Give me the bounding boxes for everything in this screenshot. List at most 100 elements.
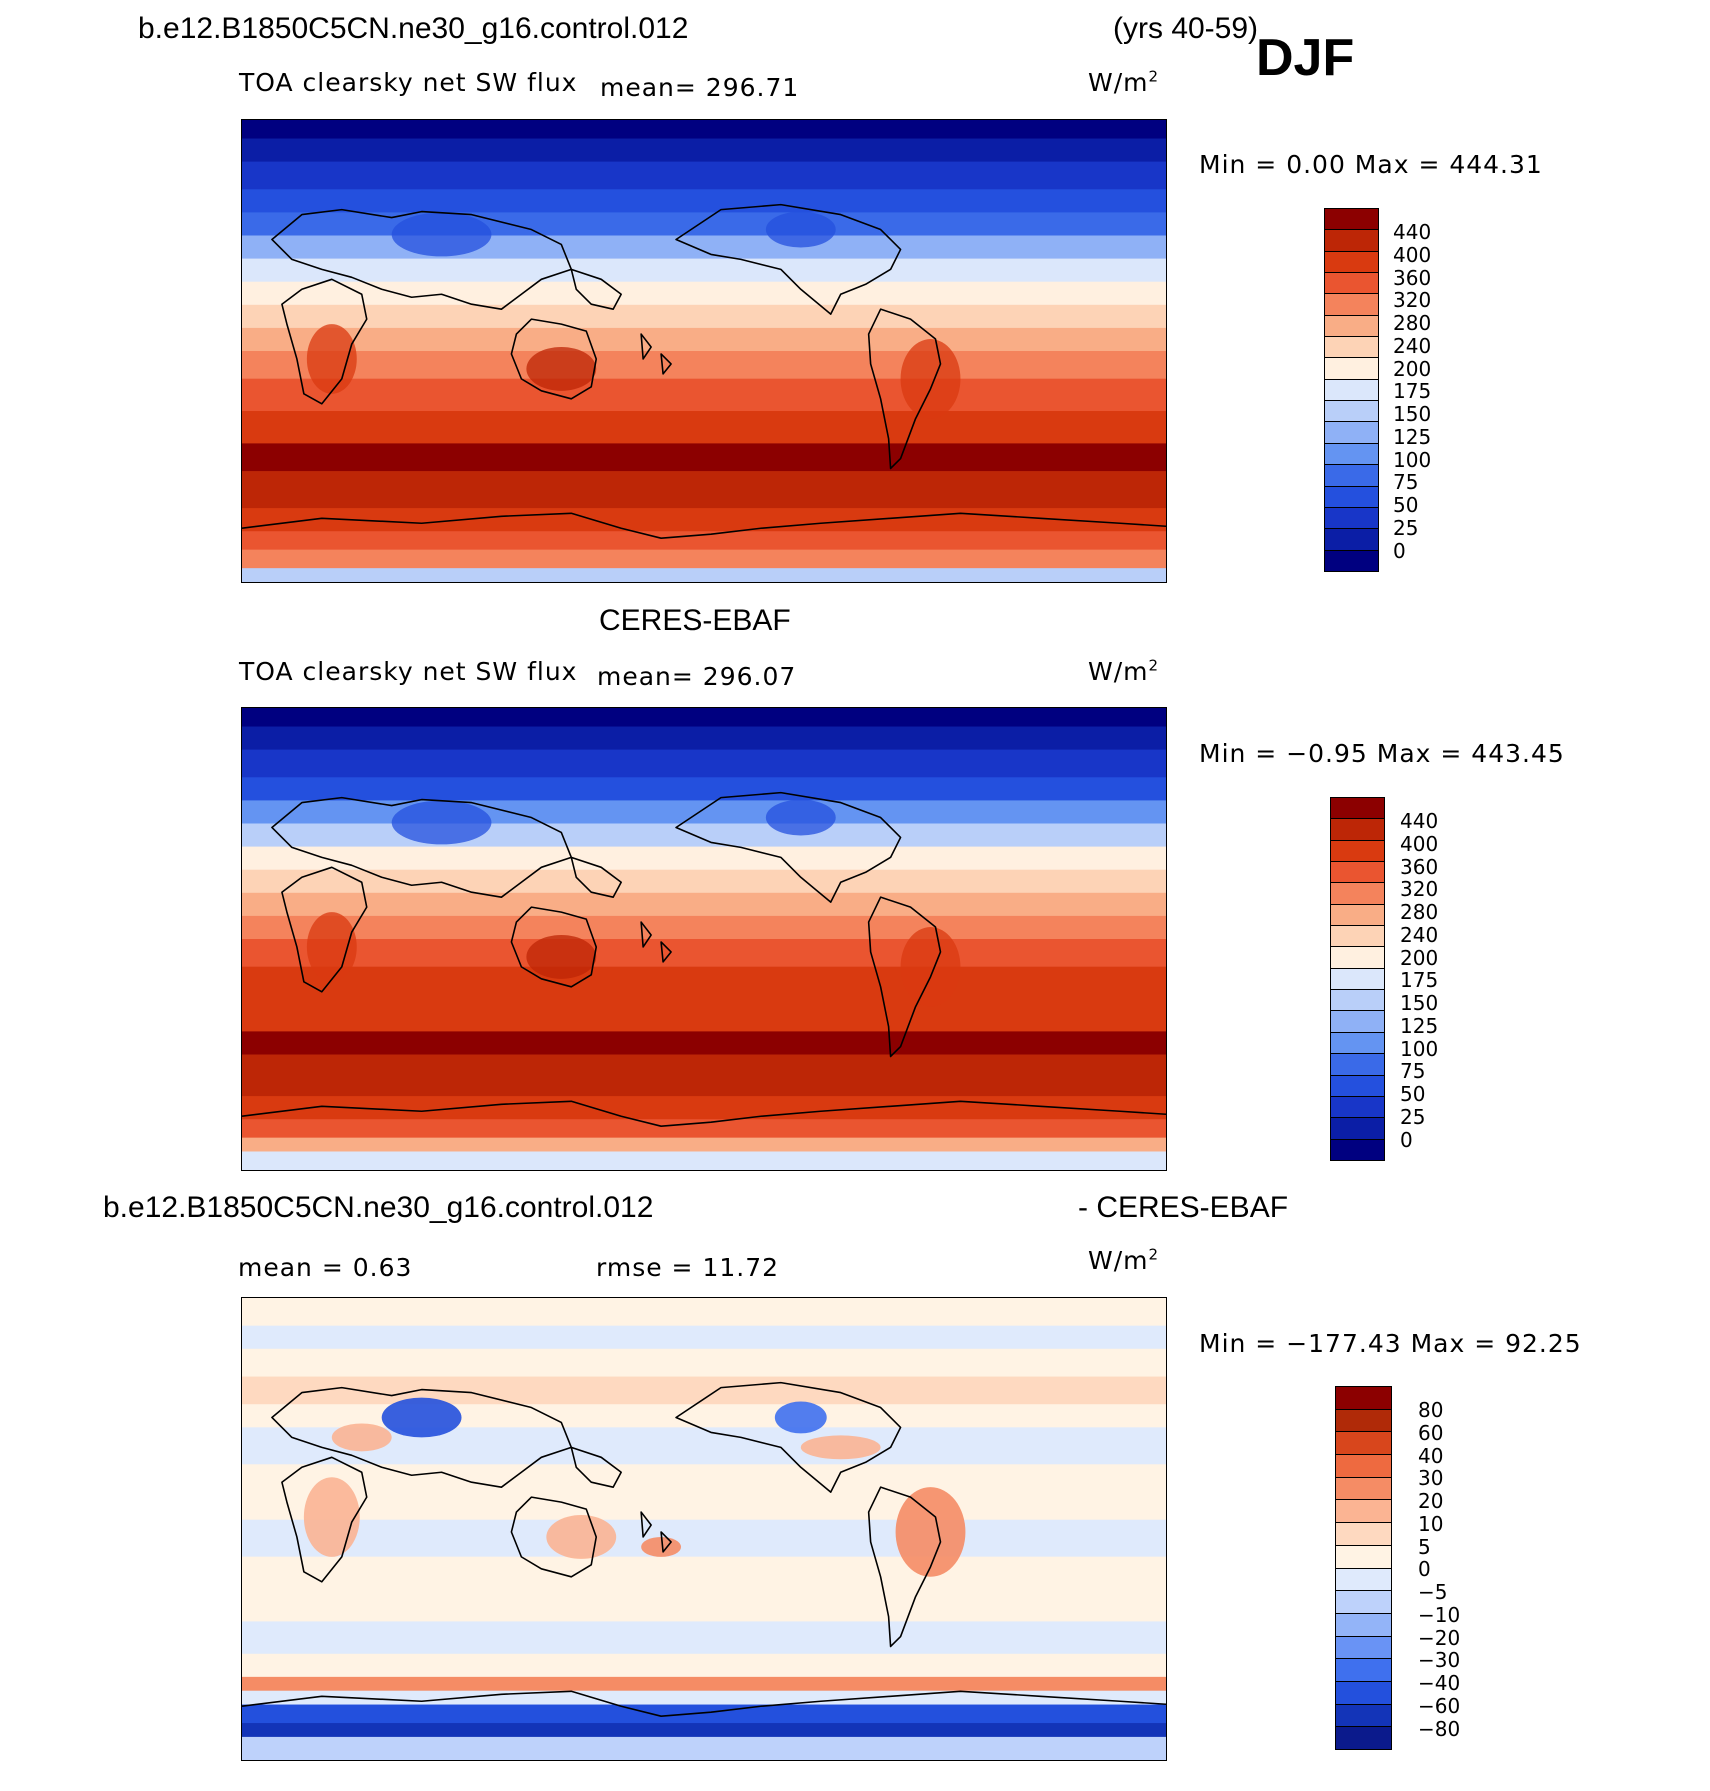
colorbar-segment [1336, 1454, 1391, 1477]
anomaly-patch [381, 1397, 462, 1438]
panel1-minmax: Min = 0.00 Max = 444.31 [1199, 150, 1543, 179]
anomaly-patch [895, 1487, 966, 1577]
panel1-map-svg [242, 120, 1166, 582]
panel2-units: W/m2 [1088, 656, 1160, 686]
coastline [510, 1496, 598, 1578]
colorbar-tick-label: −20 [1418, 1625, 1461, 1650]
latitude-band [242, 1348, 1166, 1378]
latitude-band [242, 1690, 1166, 1706]
latitude-band [242, 120, 1166, 140]
land-patch [900, 927, 961, 1007]
colorbar-segment [1336, 1590, 1391, 1613]
colorbar-tick-label: 0 [1400, 1127, 1413, 1152]
coastline [570, 1446, 622, 1488]
colorbar-segment [1325, 314, 1378, 337]
colorbar-segment [1325, 229, 1378, 251]
coastline [510, 318, 598, 400]
latitude-band [242, 531, 1166, 551]
latitude-band [242, 549, 1166, 570]
anomaly-patch [331, 1423, 392, 1452]
latitude-band [242, 708, 1166, 728]
coastline [242, 512, 1166, 539]
panel1-coastlines [242, 203, 1166, 539]
colorbar-tick-label: 240 [1400, 922, 1439, 947]
colorbar-segment [1325, 336, 1378, 358]
colorbar-tick-label: 50 [1400, 1082, 1426, 1106]
colorbar-segment [1325, 357, 1378, 379]
coastline [867, 1486, 942, 1648]
latitude-band [242, 1464, 1166, 1521]
latitude-band [242, 258, 1166, 283]
colorbar-tick-label: 400 [1400, 831, 1439, 856]
panel1-units: W/m2 [1088, 67, 1160, 97]
colorbar-tick-label: −10 [1418, 1602, 1461, 1627]
latitude-band [242, 411, 1166, 445]
colorbar-tick-label: 280 [1393, 311, 1432, 335]
colorbar-segment [1336, 1658, 1391, 1681]
colorbar-segment [1325, 208, 1378, 230]
latitude-band [242, 1621, 1166, 1655]
colorbar-segment [1325, 250, 1378, 272]
coastline [510, 906, 598, 988]
colorbar-segment [1331, 1117, 1384, 1139]
colorbar-segment [1331, 925, 1384, 947]
colorbar-segment [1336, 1431, 1391, 1455]
colorbar-segment [1331, 860, 1384, 883]
coastline [271, 1386, 573, 1488]
case-title: b.e12.B1850C5CN.ne30_g16.control.012 [138, 12, 689, 45]
panel3-title-right: - CERES-EBAF [1078, 1191, 1289, 1224]
latitude-band [242, 1119, 1166, 1139]
latitude-band [242, 1096, 1166, 1121]
land-patch [306, 324, 357, 394]
colorbar-segment [1325, 271, 1378, 294]
panel3-mean: mean = 0.63 [238, 1253, 413, 1282]
panel2-coastlines [242, 791, 1166, 1127]
colorbar-segment [1336, 1476, 1391, 1500]
panel1-map [241, 119, 1167, 583]
colorbar-tick-label: 25 [1400, 1104, 1426, 1129]
colorbar-tick-label: 200 [1393, 356, 1432, 381]
latitude-band [242, 1054, 1166, 1098]
panel3-title-left: b.e12.B1850C5CN.ne30_g16.control.012 [103, 1191, 654, 1224]
colorbar-segment [1325, 293, 1378, 315]
colorbar-segment [1331, 1053, 1384, 1075]
colorbar-tick-label: 75 [1400, 1059, 1426, 1084]
coastline [570, 268, 622, 310]
colorbar-tick-label: 50 [1393, 493, 1419, 517]
latitude-band [242, 1376, 1166, 1406]
colorbar-segment [1325, 528, 1378, 550]
colorbar-segment [1336, 1499, 1391, 1523]
colorbar-tick-label: 0 [1393, 538, 1406, 563]
latitude-band [242, 1404, 1166, 1429]
colorbar-segment [1336, 1522, 1391, 1545]
colorbar-segment [1331, 1010, 1384, 1032]
panel3-rmse: rmse = 11.72 [596, 1253, 780, 1282]
colorbar-segment [1336, 1408, 1391, 1432]
colorbar-tick-label: 25 [1393, 515, 1419, 540]
colorbar-tick-label: −40 [1418, 1671, 1461, 1695]
land-patch [526, 935, 597, 979]
coastline [271, 796, 573, 898]
colorbar-tick-label: 175 [1400, 968, 1439, 993]
latitude-band [242, 378, 1166, 413]
latitude-band [242, 235, 1166, 260]
coastline [281, 1456, 368, 1583]
latitude-band [242, 281, 1166, 306]
colorbar-tick-label: 440 [1400, 809, 1439, 833]
colorbar-tick-label: 60 [1418, 1420, 1444, 1445]
coastline [867, 308, 942, 470]
panel2-variable: TOA clearsky net SW flux [239, 657, 578, 686]
panel1-colorbar [1324, 208, 1379, 572]
latitude-band [242, 966, 1166, 1001]
latitude-band [242, 1704, 1166, 1725]
colorbar-segment [1331, 946, 1384, 968]
latitude-band [242, 1325, 1166, 1350]
latitude-band [242, 869, 1166, 894]
colorbar-segment [1336, 1567, 1391, 1591]
latitude-band [242, 892, 1166, 917]
land-patch [526, 347, 597, 391]
colorbar-tick-label: 280 [1400, 900, 1439, 924]
panel2-map-svg [242, 708, 1166, 1170]
land-patch [306, 912, 357, 982]
latitude-band [242, 1723, 1166, 1738]
